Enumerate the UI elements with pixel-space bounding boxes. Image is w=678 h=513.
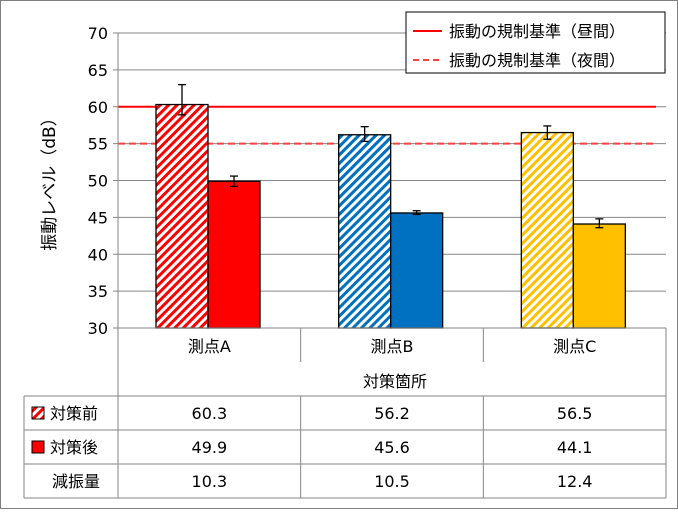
legend-key-before [31,406,45,420]
legend-box [405,11,666,74]
legend: 振動の規制基準（昼間） 振動の規制基準（夜間） [405,11,666,74]
x-category-labels: 測点A 測点B 測点C [188,337,596,356]
error-bars [178,83,604,229]
legend-label-daytime: 振動の規制基準（昼間） [449,22,625,41]
y-tick-label: 65 [88,61,108,80]
table-cell: 45.6 [374,438,410,457]
x-category-label: 測点C [553,337,596,356]
bar-after [572,223,626,329]
table-cell: 60.3 [192,404,228,423]
bars [155,103,626,329]
y-tick-label: 70 [88,24,108,43]
y-tick-label: 30 [88,319,108,338]
bar-before [520,131,574,329]
table-row-label: 減振量 [52,472,100,491]
legend-key-after [31,440,45,454]
data-table: 対策前 60.3 56.2 56.5 対策後 49.9 45.6 44.1 減振量 10.3 10.… [23,395,667,499]
table-row-label: 対策前 [50,404,98,423]
table-cell: 10.5 [374,472,410,491]
table-cell: 10.3 [192,472,228,491]
table-cell: 56.2 [374,404,410,423]
table-cell: 12.4 [557,472,593,491]
axes [117,33,667,396]
table-row-label: 対策後 [50,438,98,457]
table-cell: 56.5 [557,404,593,423]
x-category-label: 測点B [371,337,414,356]
x-category-label: 測点A [188,337,231,356]
bar-before [338,134,392,329]
y-tick-label: 35 [88,282,108,301]
y-tick-label: 55 [88,135,108,154]
bar-before [155,103,209,329]
bar-after [390,212,444,329]
y-tick-label: 40 [88,245,108,264]
x-axis-label: 対策箇所 [363,372,427,391]
y-tick-label: 60 [88,98,108,117]
y-tick-label: 50 [88,172,108,191]
table-cell: 49.9 [192,438,228,457]
legend-label-night: 振動の規制基準（夜間） [449,51,625,70]
y-tick-label: 45 [88,208,108,227]
y-tick-labels: 30 35 40 45 50 55 60 65 70 [88,24,108,338]
bar-after [207,180,261,329]
y-axis-label: 振動レベル（dB） [40,109,60,250]
table-cell: 44.1 [557,438,593,457]
